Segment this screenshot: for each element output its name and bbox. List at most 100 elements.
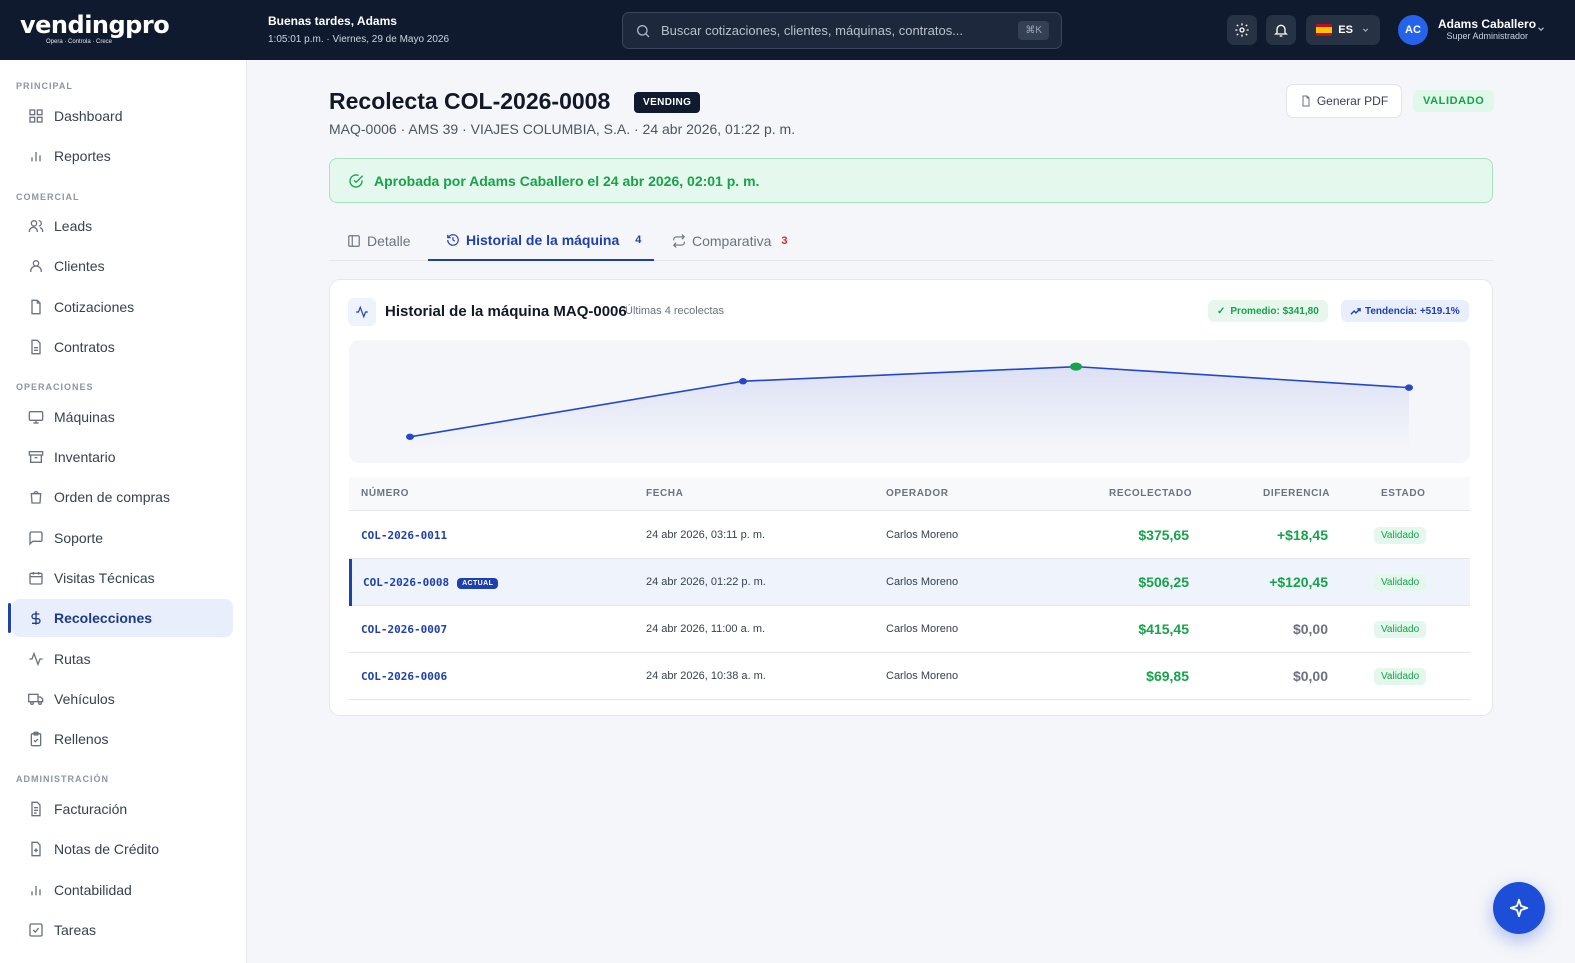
greeting-block: Buenas tardes, Adams 1:05:01 p.m. · Vier… [268, 14, 449, 45]
language-code: ES [1338, 24, 1353, 36]
tab-detalle[interactable]: Detalle [347, 221, 411, 261]
current-badge: ACTUAL [457, 577, 499, 589]
sidebar-item-maquinas[interactable]: Máquinas [12, 398, 233, 436]
tab-comparativa[interactable]: Comparativa 3 [672, 221, 788, 261]
collection-date: 24 abr 2026, 10:38 a. m. [646, 670, 766, 682]
sidebar-item-dashboard[interactable]: Dashboard [12, 97, 233, 135]
collection-number-link[interactable]: COL-2026-0007 [361, 623, 447, 636]
sidebar-item-leads[interactable]: Leads [12, 207, 233, 245]
collection-number: COL-2026-0011 [361, 529, 448, 542]
layout-icon [348, 235, 360, 247]
user-menu[interactable]: Adams Caballero Super Administrador [1438, 17, 1536, 41]
status-badge: VALIDADO [1413, 90, 1495, 112]
difference-amount: +$120,45 [1269, 574, 1328, 590]
sidebar-item-inventario[interactable]: Inventario [12, 438, 233, 476]
current-datetime: 1:05:01 p.m. · Viernes, 29 de Mayo 2026 [268, 34, 450, 45]
collection-operator: Carlos Moreno [886, 623, 959, 635]
users-icon [28, 220, 44, 232]
sidebar-item-reportes[interactable]: Reportes [12, 137, 233, 175]
tab-historial[interactable]: Historial de la máquina 4 [428, 221, 654, 261]
history-subtitle: Últimas 4 recolectas [625, 305, 725, 317]
sidebar-item-label: Recolecciones [54, 610, 153, 626]
check-circle-icon [349, 173, 364, 188]
sidebar-item-rutas[interactable]: Rutas [12, 640, 233, 678]
sidebar-item-tareas[interactable]: Tareas [12, 911, 233, 949]
machine-history-card: Historial de la máquina MAQ-0006 Últimas… [329, 279, 1493, 716]
sidebar-item-label: Soporte [54, 530, 104, 546]
sidebar-item-vehiculos[interactable]: Vehículos [12, 680, 233, 718]
approval-alert: Aprobada por Adams Caballero el 24 abr 2… [329, 158, 1493, 203]
language-selector[interactable]: ES [1306, 15, 1380, 45]
sidebar-item-label: Rellenos [54, 731, 109, 747]
collection-date: 24 abr 2026, 11:00 a. m. [646, 623, 766, 635]
sidebar-item-label: Inventario [54, 449, 116, 465]
settings-button[interactable] [1227, 15, 1257, 45]
table-row[interactable]: COL-2026-0007 24 abr 2026, 11:00 a. m. Car… [349, 606, 1470, 653]
history-chart [349, 340, 1470, 463]
sidebar-item-contratos[interactable]: Contratos [12, 328, 233, 366]
chart-series-line [409, 365, 1410, 438]
generate-pdf-button[interactable]: Generar PDF [1286, 84, 1402, 118]
sidebar-item-clientes[interactable]: Clientes [12, 247, 233, 285]
check-square-icon [29, 923, 43, 937]
tab-label: Historial de la máquina [466, 232, 620, 248]
sidebar-item-visitas-tecnicas[interactable]: Visitas Técnicas [12, 559, 233, 597]
table-row[interactable]: COL-2026-0008 ACTUAL 24 abr 2026, 01:22 p.… [349, 559, 1470, 606]
global-search-input[interactable]: Buscar cotizaciones, clientes, máquinas,… [622, 12, 1062, 49]
chart-point-current [1070, 362, 1082, 371]
table-row[interactable]: COL-2026-0011 24 abr 2026, 03:11 p. m. Car… [349, 512, 1470, 559]
sidebar-item-facturacion[interactable]: Facturación [12, 790, 233, 828]
repeat-icon [672, 234, 686, 248]
col-date: FECHA [646, 488, 684, 499]
sidebar-item-contabilidad[interactable]: Contabilidad [12, 871, 233, 909]
sidebar-item-soporte[interactable]: Soporte [12, 519, 233, 557]
collection-operator: Carlos Moreno [886, 529, 959, 541]
collection-operator: Carlos Moreno [886, 576, 959, 588]
sidebar-item-rellenos[interactable]: Rellenos [12, 720, 233, 758]
history-line-chart [406, 362, 1413, 450]
search-shortcut: ⌘K [1018, 21, 1049, 40]
average-value: Promedio: $341,80 [1230, 305, 1319, 317]
sidebar-item-label: Dashboard [54, 108, 123, 124]
brand-name: vendingpro [20, 11, 170, 39]
chevron-down-icon[interactable] [1536, 24, 1546, 34]
collected-amount: $69,85 [1146, 668, 1189, 684]
sidebar-item-label: Facturación [54, 801, 128, 817]
trending-up-icon [1350, 307, 1361, 315]
file-plus-icon [31, 841, 41, 857]
approval-text: Aprobada por Adams Caballero el 24 abr 2… [374, 172, 760, 189]
history-title: Historial de la máquina MAQ-0006 [385, 303, 627, 320]
sidebar-item-label: Notas de Crédito [54, 841, 160, 857]
sidebar-item-orden-de-compras[interactable]: Orden de compras [12, 478, 233, 516]
collected-amount: $506,25 [1138, 574, 1189, 590]
difference-amount: $0,00 [1292, 621, 1328, 637]
collection-number: COL-2026-0007 [361, 623, 448, 636]
tab-count: 4 [635, 234, 642, 246]
file-icon [1302, 95, 1310, 107]
activity-icon [29, 651, 43, 667]
monitor-icon [28, 411, 44, 424]
ai-assistant-button[interactable] [1493, 882, 1545, 934]
calendar-icon [29, 572, 43, 585]
collection-number-link[interactable]: COL-2026-0011 [361, 529, 447, 542]
table-row[interactable]: COL-2026-0006 24 abr 2026, 10:38 a. m. Car… [349, 653, 1470, 700]
type-badge: VENDING [634, 92, 701, 113]
trend-badge: Tendencia: +519.1% [1341, 300, 1469, 322]
avatar[interactable]: AC [1398, 15, 1428, 45]
sidebar-item-recolecciones[interactable]: Recolecciones [8, 599, 233, 637]
chart-point [739, 378, 747, 385]
spain-flag-icon [1316, 24, 1333, 36]
sidebar: PRINCIPAL COMERCIAL OPERACIONES ADMINIST… [0, 60, 247, 963]
collection-number-link[interactable]: COL-2026-0006 [361, 670, 447, 683]
shopping-bag-icon [30, 491, 42, 504]
sidebar-item-cotizaciones[interactable]: Cotizaciones [12, 288, 233, 326]
greeting: Buenas tardes, Adams [268, 14, 397, 28]
tabs: Detalle Historial de la máquina 4 Compar… [329, 221, 1493, 261]
sidebar-item-notas-de-credito[interactable]: Notas de Crédito [12, 830, 233, 868]
col-status: ESTADO [1381, 488, 1426, 499]
history-icon [447, 234, 459, 246]
sparkle-icon [1509, 898, 1529, 918]
brand-logo[interactable]: vendingpro Opera · Controla · Crece [20, 11, 170, 45]
collection-number-link[interactable]: COL-2026-0008 ACTUAL [363, 576, 499, 589]
notifications-button[interactable] [1266, 15, 1296, 45]
